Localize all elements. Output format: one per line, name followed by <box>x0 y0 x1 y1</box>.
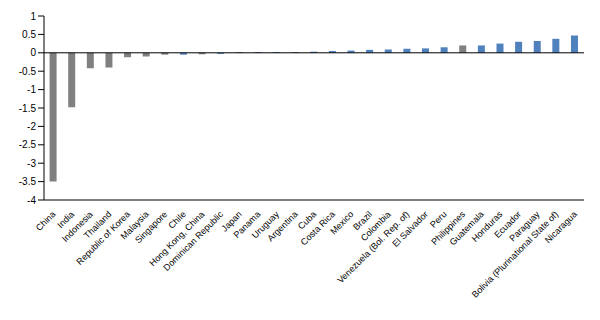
svg-text:Argentina: Argentina <box>265 209 299 243</box>
svg-text:1: 1 <box>30 11 36 22</box>
svg-text:-1: -1 <box>27 84 36 95</box>
svg-text:Malaysia: Malaysia <box>118 209 151 242</box>
svg-text:Venezuela (Bol. Rep. of): Venezuela (Bol. Rep. of) <box>335 209 411 285</box>
svg-text:Philippines: Philippines <box>429 209 468 247</box>
svg-text:Thailand: Thailand <box>81 209 114 241</box>
svg-text:-2: -2 <box>27 121 36 132</box>
svg-text:El Salvador: El Salvador <box>390 209 430 249</box>
svg-text:0.5: 0.5 <box>22 29 36 40</box>
svg-text:Japan: Japan <box>219 209 244 234</box>
svg-text:-4: -4 <box>27 195 36 206</box>
svg-text:-3.5: -3.5 <box>19 176 37 187</box>
svg-text:Costa Rica: Costa Rica <box>298 209 337 248</box>
svg-text:Cuba: Cuba <box>296 209 319 232</box>
svg-text:Peru: Peru <box>428 209 449 230</box>
svg-text:Chile: Chile <box>166 209 188 231</box>
svg-text:Republic of Korea: Republic of Korea <box>74 209 132 267</box>
svg-text:-1.5: -1.5 <box>19 103 37 114</box>
svg-text:Indonesia: Indonesia <box>60 209 95 244</box>
svg-text:-3: -3 <box>27 158 36 169</box>
svg-text:China: China <box>34 209 58 233</box>
svg-text:Colombia: Colombia <box>358 209 393 244</box>
svg-text:Mexico: Mexico <box>328 209 355 236</box>
svg-text:Hong Kong, China: Hong Kong, China <box>147 209 207 269</box>
svg-text:Dominican Republic: Dominican Republic <box>161 209 225 273</box>
svg-text:India: India <box>55 209 77 231</box>
svg-text:Singapore: Singapore <box>133 209 169 245</box>
svg-text:Uruguay: Uruguay <box>249 209 281 241</box>
svg-text:-2.5: -2.5 <box>19 139 37 150</box>
svg-text:0: 0 <box>30 47 36 58</box>
svg-text:Panama: Panama <box>231 209 263 240</box>
svg-text:Guatemala: Guatemala <box>447 209 486 248</box>
svg-text:Paraguay: Paraguay <box>507 209 542 244</box>
svg-text:Brazil: Brazil <box>351 209 375 233</box>
svg-text:Ecuador: Ecuador <box>492 209 524 240</box>
svg-text:Nicaragua: Nicaragua <box>543 209 579 245</box>
svg-text:Bolivia (Plurinational State o: Bolivia (Plurinational State of) <box>470 209 561 300</box>
svg-text:Honduras: Honduras <box>469 209 505 244</box>
svg-text:-0.5: -0.5 <box>19 66 37 77</box>
